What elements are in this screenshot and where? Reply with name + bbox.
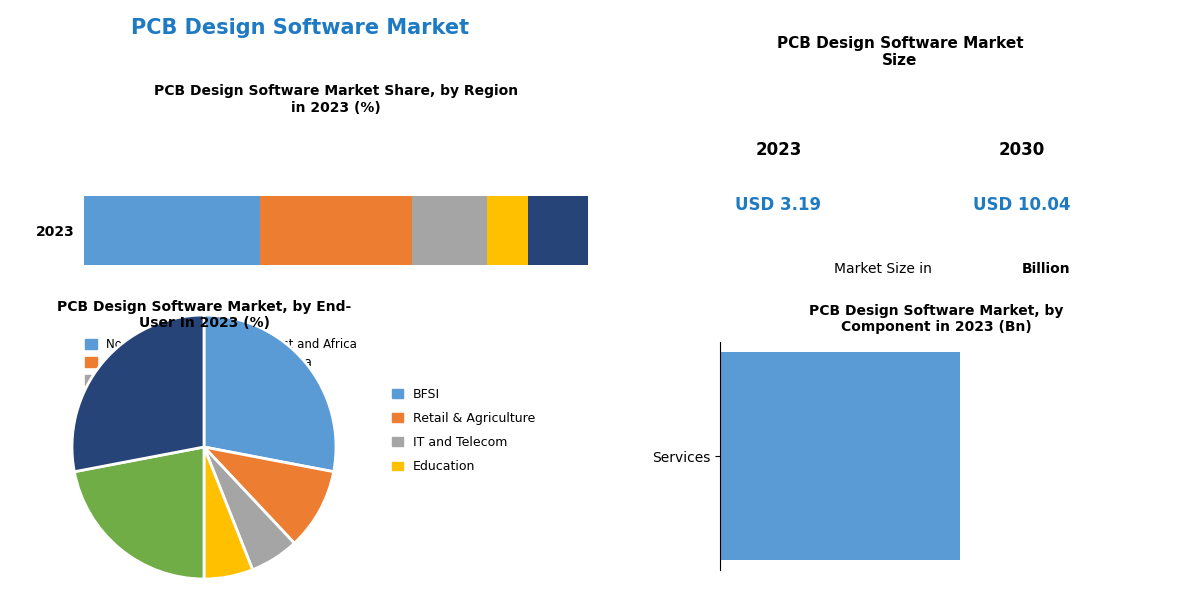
Bar — [528, 196, 588, 265]
Wedge shape — [204, 447, 334, 543]
Bar — [720, 352, 960, 560]
Text: 2023: 2023 — [755, 141, 802, 159]
Wedge shape — [204, 315, 336, 472]
Legend: BFSI, Retail & Agriculture, IT and Telecom, Education: BFSI, Retail & Agriculture, IT and Telec… — [391, 388, 535, 473]
Text: Billion: Billion — [1021, 262, 1070, 277]
Bar — [84, 196, 260, 265]
Title: PCB Design Software Market Share, by Region
in 2023 (%): PCB Design Software Market Share, by Reg… — [154, 85, 518, 115]
Wedge shape — [204, 447, 294, 570]
Text: PCB Design Software Market
Size: PCB Design Software Market Size — [776, 36, 1024, 68]
Text: Market Size in: Market Size in — [834, 262, 936, 277]
Text: USD 3.19: USD 3.19 — [736, 196, 822, 214]
Bar — [487, 196, 528, 265]
Wedge shape — [204, 447, 252, 579]
Title: PCB Design Software Market, by
Component in 2023 (Bn): PCB Design Software Market, by Component… — [809, 304, 1063, 334]
Bar — [260, 196, 412, 265]
Text: PCB Design Software Market: PCB Design Software Market — [131, 18, 469, 38]
Bar — [412, 196, 487, 265]
Text: PCB Design Software Market, by End-
User In 2023 (%): PCB Design Software Market, by End- User… — [56, 300, 352, 330]
Text: USD 10.04: USD 10.04 — [973, 196, 1070, 214]
Text: 2030: 2030 — [998, 141, 1044, 159]
Wedge shape — [74, 447, 204, 579]
Legend: North America, Asia-Pacific, Europe, Middle East and Africa, South America: North America, Asia-Pacific, Europe, Mid… — [85, 338, 356, 387]
Wedge shape — [72, 315, 204, 472]
